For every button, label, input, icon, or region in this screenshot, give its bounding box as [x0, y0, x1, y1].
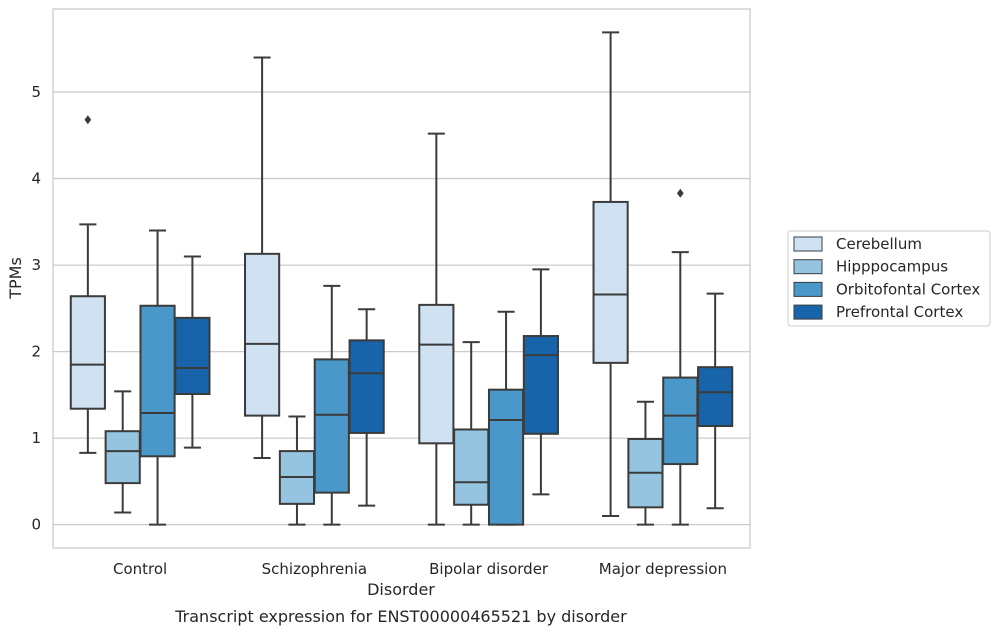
box-0-1: [244, 56, 281, 460]
x-tick-label: Control: [113, 560, 167, 578]
legend-swatch: [793, 281, 823, 297]
legend-swatch: [793, 236, 823, 252]
box-1-1: [278, 415, 316, 526]
box-3-3: [697, 292, 734, 510]
y-tick-label: 3: [31, 256, 41, 274]
y-tick-label: 5: [31, 83, 41, 101]
y-axis-label: TPMs: [6, 257, 25, 300]
box-0-3: [592, 31, 629, 517]
chart-caption: Transcript expression for ENST0000046552…: [174, 607, 627, 626]
box-1-0: [104, 390, 141, 514]
box-0-0: [69, 115, 106, 454]
legend-label: Hipppocampus: [836, 258, 948, 276]
box-2-0: [139, 229, 176, 526]
box-body: [592, 200, 629, 364]
box-2-1: [313, 284, 350, 526]
box-body: [104, 430, 141, 485]
box-1-2: [453, 341, 490, 526]
legend-frame: [787, 230, 991, 327]
box-body: [418, 303, 455, 445]
plot-boxes: [69, 31, 734, 526]
box-2-3: [662, 188, 699, 526]
y-tick-labels: 0 1 2 3 4 5: [31, 83, 41, 534]
box-body: [244, 252, 281, 417]
box-body: [697, 366, 734, 428]
x-tick-label: Bipolar disorder: [429, 560, 549, 578]
box-body: [313, 358, 350, 494]
legend: Cerebellum Hipppocampus Orbitofontal Corte…: [787, 230, 991, 327]
legend-label: Cerebellum: [836, 235, 922, 253]
box-body: [174, 316, 211, 396]
box-body: [69, 295, 106, 410]
legend-label: Prefrontal Cortex: [836, 303, 963, 321]
box-body: [662, 376, 699, 466]
legend-swatch: [793, 304, 823, 320]
outlier-point: [676, 188, 684, 198]
box-body: [348, 339, 385, 434]
box-0-2: [418, 132, 455, 526]
x-tick-label: Schizophrenia: [262, 560, 367, 578]
x-tick-label: Major depression: [599, 560, 727, 578]
box-body: [487, 388, 525, 526]
box-2-2: [487, 310, 525, 526]
outlier-point: [84, 115, 92, 125]
x-axis-label: Disorder: [367, 580, 435, 599]
box-body: [453, 428, 490, 506]
y-tick-label: 1: [31, 429, 41, 447]
box-body: [522, 335, 559, 435]
legend-swatch: [793, 259, 823, 275]
y-tick-label: 2: [31, 343, 41, 361]
y-tick-label: 0: [31, 516, 41, 534]
y-tick-label: 4: [31, 170, 41, 188]
plot-frame: [52, 8, 751, 549]
box-3-2: [522, 268, 559, 496]
x-tick-labels: Control Schizophrenia Bipolar disorder Majo…: [113, 560, 727, 578]
box-3-0: [174, 255, 211, 449]
legend-label: Orbitofontal Cortex: [836, 280, 980, 298]
box-3-1: [348, 308, 385, 507]
box-body: [139, 304, 176, 458]
box-1-3: [627, 400, 664, 526]
